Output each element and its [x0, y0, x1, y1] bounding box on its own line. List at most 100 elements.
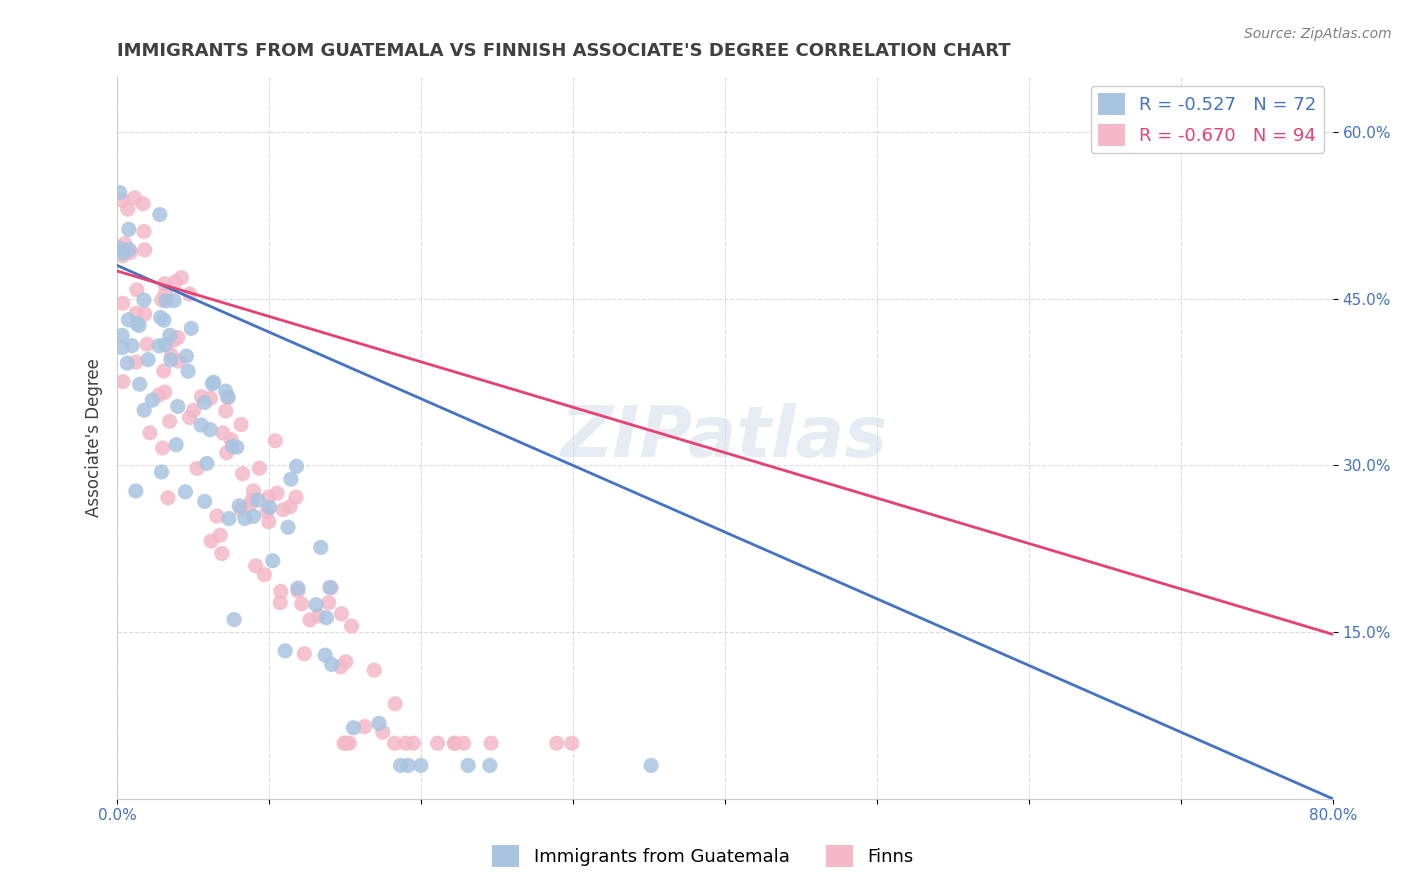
Point — [107, 241, 129, 255]
Point — [202, 376, 225, 390]
Text: ZIPatlas: ZIPatlas — [561, 403, 889, 472]
Point — [271, 502, 294, 516]
Point — [186, 461, 208, 475]
Point — [257, 515, 280, 529]
Point — [256, 505, 278, 519]
Point — [337, 736, 360, 750]
Point — [165, 438, 187, 452]
Point — [215, 446, 238, 460]
Point — [128, 318, 150, 333]
Point — [262, 554, 284, 568]
Point — [353, 720, 375, 734]
Point — [443, 736, 465, 750]
Point — [111, 194, 134, 208]
Point — [335, 655, 357, 669]
Point — [222, 613, 245, 627]
Point — [240, 493, 263, 508]
Point — [153, 313, 176, 327]
Point — [219, 433, 242, 447]
Point — [127, 317, 149, 331]
Point — [152, 441, 174, 455]
Point — [125, 355, 148, 369]
Point — [319, 581, 342, 595]
Point — [280, 472, 302, 486]
Point — [125, 283, 148, 297]
Point — [128, 377, 150, 392]
Point — [245, 558, 267, 573]
Point — [183, 403, 205, 417]
Point — [155, 293, 177, 308]
Point — [114, 236, 136, 251]
Y-axis label: Associate's Degree: Associate's Degree — [86, 359, 103, 517]
Point — [266, 486, 288, 500]
Point — [330, 607, 353, 621]
Point — [118, 222, 141, 236]
Point — [384, 697, 406, 711]
Point — [368, 716, 391, 731]
Point — [111, 375, 134, 389]
Point — [546, 736, 568, 750]
Point — [285, 459, 308, 474]
Point — [305, 598, 328, 612]
Point — [180, 321, 202, 335]
Point — [200, 391, 222, 405]
Point — [160, 352, 183, 367]
Point — [315, 611, 337, 625]
Point — [371, 725, 394, 739]
Legend: R = -0.527   N = 72, R = -0.670   N = 94: R = -0.527 N = 72, R = -0.670 N = 94 — [1091, 86, 1324, 153]
Point — [179, 410, 201, 425]
Point — [174, 484, 197, 499]
Point — [285, 490, 308, 504]
Point — [134, 243, 156, 257]
Point — [209, 528, 232, 542]
Point — [159, 328, 181, 343]
Point — [259, 500, 281, 515]
Point — [132, 196, 155, 211]
Point — [163, 293, 186, 308]
Text: Source: ZipAtlas.com: Source: ZipAtlas.com — [1244, 27, 1392, 41]
Point — [479, 736, 502, 750]
Point — [314, 648, 336, 663]
Point — [134, 307, 156, 321]
Point — [205, 509, 228, 524]
Point — [125, 483, 148, 498]
Point — [478, 758, 501, 772]
Point — [225, 440, 247, 454]
Point — [176, 349, 198, 363]
Text: IMMIGRANTS FROM GUATEMALA VS FINNISH ASSOCIATE'S DEGREE CORRELATION CHART: IMMIGRANTS FROM GUATEMALA VS FINNISH ASS… — [117, 42, 1011, 60]
Point — [217, 391, 239, 405]
Point — [221, 439, 243, 453]
Point — [124, 191, 146, 205]
Point — [134, 403, 156, 417]
Point — [215, 404, 238, 418]
Point — [201, 376, 224, 391]
Point — [153, 337, 176, 351]
Point — [443, 736, 465, 750]
Point — [264, 434, 287, 448]
Point — [150, 465, 173, 479]
Point — [269, 596, 291, 610]
Point — [179, 287, 201, 301]
Point — [335, 736, 357, 750]
Point — [194, 494, 217, 508]
Point — [247, 461, 270, 475]
Point — [152, 364, 174, 378]
Point — [308, 608, 330, 623]
Point — [239, 498, 262, 512]
Point — [426, 736, 449, 750]
Point — [160, 348, 183, 362]
Point — [153, 277, 176, 291]
Point — [453, 736, 475, 750]
Point — [231, 467, 253, 481]
Point — [148, 339, 170, 353]
Point — [132, 225, 155, 239]
Point — [321, 657, 343, 672]
Point — [270, 584, 292, 599]
Point — [229, 417, 252, 432]
Point — [120, 245, 142, 260]
Point — [333, 736, 356, 750]
Point — [167, 330, 190, 344]
Point — [389, 758, 412, 772]
Point — [148, 388, 170, 402]
Point — [111, 296, 134, 310]
